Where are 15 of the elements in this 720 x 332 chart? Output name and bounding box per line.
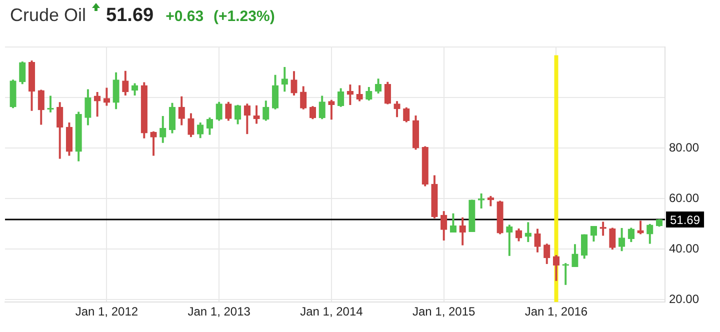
- text: +0.63: [166, 8, 204, 25]
- text: 51.69: [106, 5, 154, 27]
- candlestick: [562, 263, 569, 285]
- y-tick-label: 20.00: [669, 292, 700, 306]
- x-tick-label: Jan 1, 2015: [412, 304, 476, 319]
- x-tick-label: Jan 1, 2012: [75, 304, 138, 319]
- text: (+1.23%): [214, 8, 275, 25]
- y-tick-label: 40.00: [669, 241, 700, 256]
- x-tick-label: Jan 1, 2013: [188, 304, 251, 319]
- y-tick-label: 80.00: [669, 140, 700, 154]
- x-tick-label: Jan 1, 2016: [524, 304, 588, 319]
- x-tick-label: Jan 1, 2014: [300, 304, 364, 319]
- chart-title: Crude Oil: [10, 5, 86, 26]
- y-tick-label: 60.00: [669, 190, 700, 205]
- ref-line-label: 51.69: [670, 212, 700, 227]
